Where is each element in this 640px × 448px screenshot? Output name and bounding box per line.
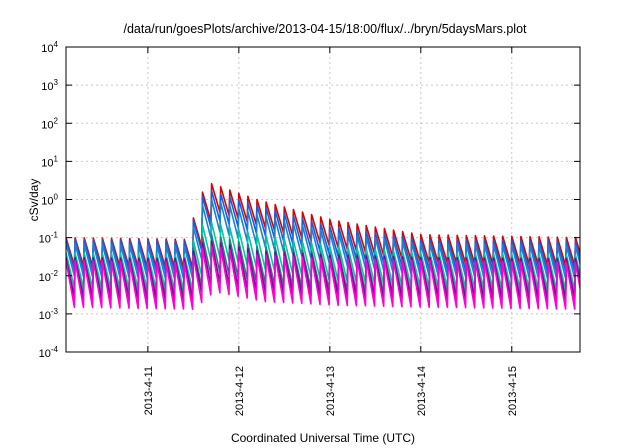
y-tick-label: 100 [41, 193, 58, 208]
grid [66, 47, 580, 352]
y-tick-label: 10-1 [39, 231, 59, 246]
x-tick-label: 2013-4-13 [325, 366, 337, 416]
y-tick-label: 102 [41, 116, 58, 131]
x-tick-label: 2013-4-15 [507, 366, 519, 416]
y-tick-label: 103 [41, 78, 58, 93]
series-group [66, 182, 580, 310]
x-ticks: 2013-4-11 2013-4-12 2013-4-13 2013-4-14 2013… [143, 47, 519, 416]
y-tick-label: 10-4 [39, 345, 59, 360]
y-axis-label: cSv/day [27, 179, 41, 222]
x-tick-label: 2013-4-14 [416, 366, 428, 416]
x-tick-label: 2013-4-12 [234, 366, 246, 416]
x-tick-label: 2013-4-11 [143, 366, 155, 415]
x-axis-label: Coordinated Universal Time (UTC) [231, 431, 415, 445]
y-tick-label: 101 [41, 154, 58, 169]
series-line [66, 245, 580, 310]
chart-title: /data/run/goesPlots/archive/2013-04-15/1… [123, 22, 527, 36]
y-tick-label: 10-3 [39, 307, 59, 322]
y-tick-label: 104 [41, 40, 58, 55]
y-tick-label: 10-2 [39, 269, 59, 284]
y-ticks: 10-4 10-3 10-2 10-1 100 101 102 103 104 [39, 40, 580, 360]
